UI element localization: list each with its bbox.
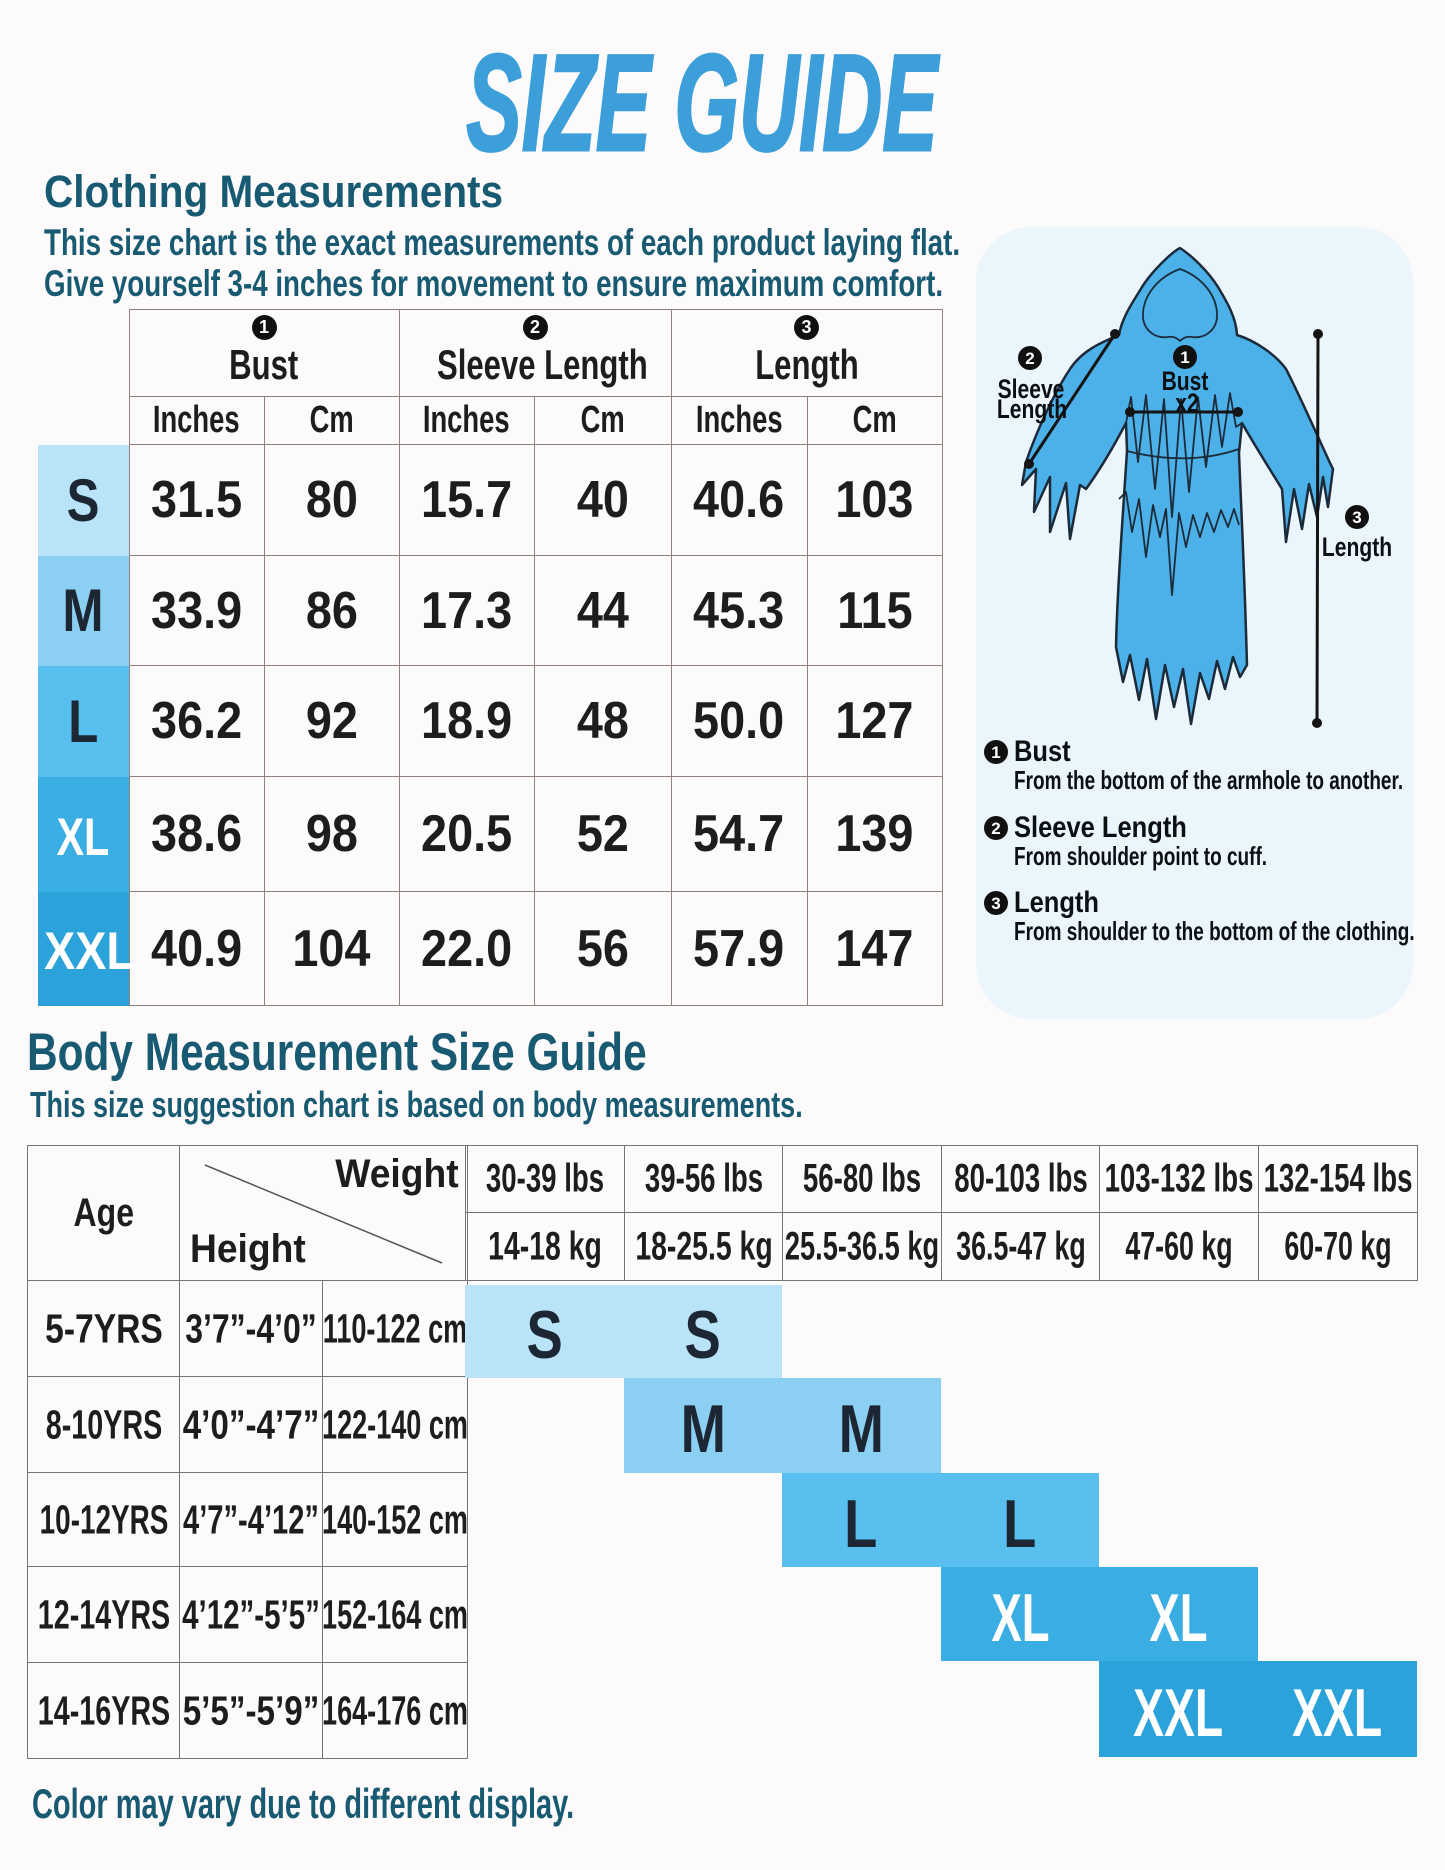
- svg-text:1: 1: [1180, 348, 1189, 367]
- svg-text:1: 1: [991, 743, 1000, 762]
- svg-text:2: 2: [991, 819, 1000, 838]
- svg-text:3: 3: [1352, 508, 1361, 527]
- svg-text:3: 3: [991, 894, 1000, 913]
- svg-text:2: 2: [1025, 349, 1034, 368]
